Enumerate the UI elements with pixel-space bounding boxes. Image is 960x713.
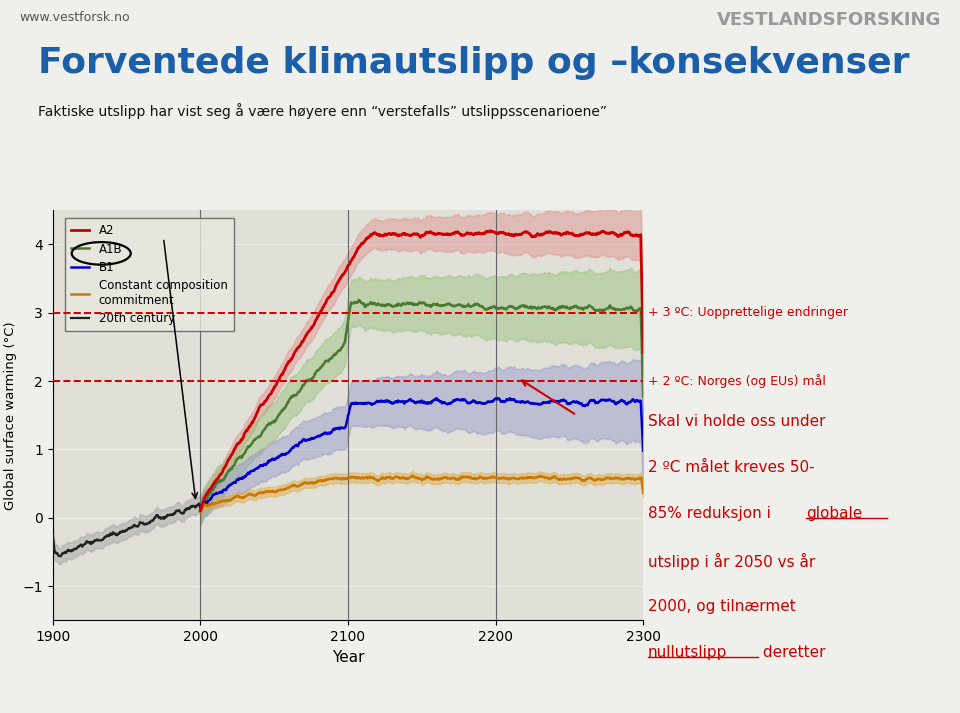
Text: + 3 ºC: Uopprettelige endringer: + 3 ºC: Uopprettelige endringer [648, 307, 848, 319]
Text: utslipp i år 2050 vs år: utslipp i år 2050 vs år [648, 553, 815, 570]
Text: + 2 ºC: Norges (og EUs) mål: + 2 ºC: Norges (og EUs) mål [648, 374, 826, 388]
Legend: A2, A1B, B1, Constant composition
commitment, 20th century: A2, A1B, B1, Constant composition commit… [64, 218, 233, 332]
Text: www.vestforsk.no: www.vestforsk.no [19, 11, 130, 24]
Text: Skal vi holde oss under: Skal vi holde oss under [648, 414, 826, 429]
Text: globale: globale [806, 506, 863, 521]
Text: nullutslipp: nullutslipp [648, 645, 728, 660]
Text: Forventede klimautslipp og –konsekvenser: Forventede klimautslipp og –konsekvenser [38, 46, 910, 81]
Text: globale: globale [806, 506, 863, 521]
Text: 85% reduksjon i: 85% reduksjon i [648, 506, 776, 521]
Text: VESTLANDSFORSKING: VESTLANDSFORSKING [716, 11, 941, 29]
Text: deretter: deretter [758, 645, 826, 660]
Text: 2000, og tilnærmet: 2000, og tilnærmet [648, 599, 796, 614]
Text: Faktiske utslipp har vist seg å være høyere enn “verstefalls” utslippsscenarioen: Faktiske utslipp har vist seg å være høy… [38, 103, 608, 119]
X-axis label: Year: Year [332, 650, 364, 665]
Y-axis label: Global surface warming (°C): Global surface warming (°C) [4, 321, 17, 510]
Text: 2 ºC målet kreves 50-: 2 ºC målet kreves 50- [648, 460, 815, 475]
